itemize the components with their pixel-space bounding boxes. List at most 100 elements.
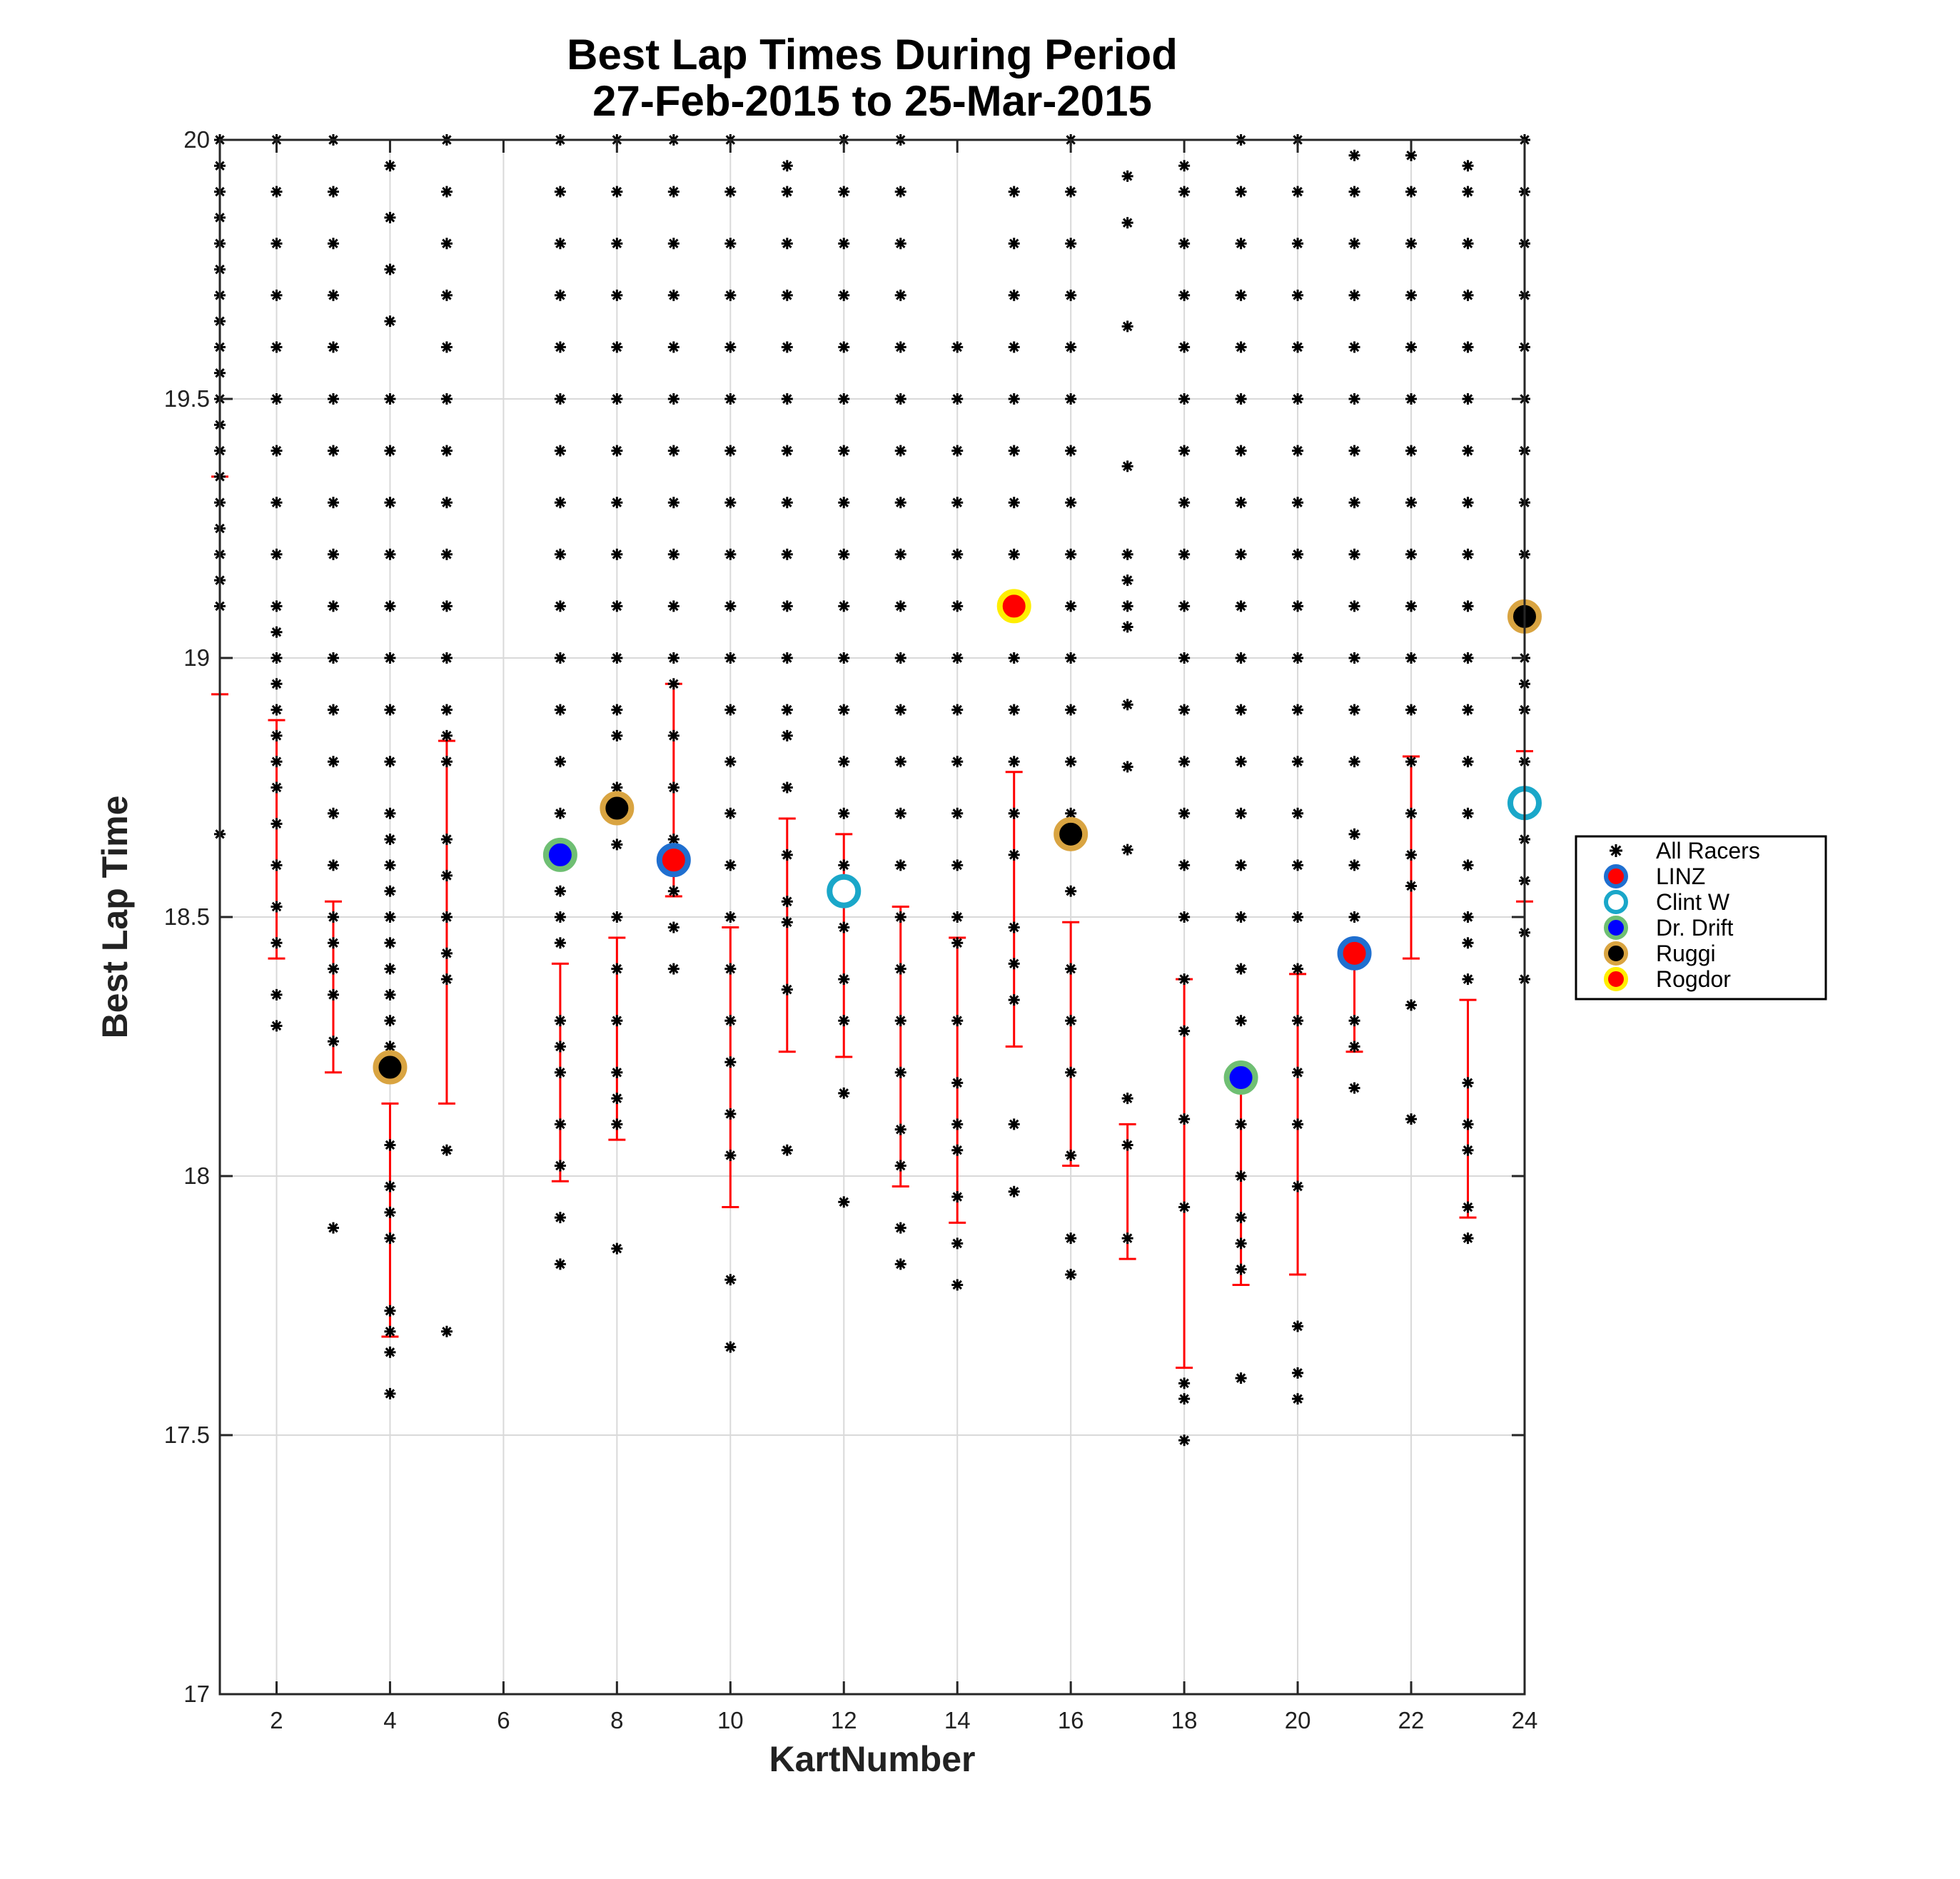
racer-point — [1462, 652, 1474, 664]
racer-point — [440, 834, 453, 846]
racer-point — [1121, 621, 1133, 633]
racer-point — [1065, 1066, 1077, 1078]
racer-point — [611, 839, 623, 851]
series-point-clint-w — [827, 873, 862, 908]
racer-point — [1462, 1118, 1474, 1130]
racer-point — [1405, 999, 1418, 1011]
racer-point — [611, 238, 623, 250]
racer-point — [1008, 958, 1020, 970]
y-tick-label: 20 — [183, 126, 210, 153]
legend-item: Rogdor — [1604, 966, 1731, 992]
racer-point — [327, 393, 339, 405]
x-tick-label: 22 — [1398, 1707, 1425, 1733]
racer-point — [1178, 1434, 1191, 1447]
racer-point — [1178, 289, 1191, 301]
racer-point — [1178, 341, 1191, 353]
racer-point — [384, 1180, 396, 1192]
racer-point — [781, 445, 793, 457]
racer-point — [1235, 289, 1247, 301]
racer-point — [1292, 1393, 1304, 1405]
series-marker — [600, 791, 635, 826]
racer-point — [1178, 704, 1191, 716]
racer-point — [1008, 445, 1020, 457]
racer-point — [554, 937, 566, 949]
racer-point — [1008, 652, 1020, 664]
racer-point — [838, 807, 850, 819]
racer-point — [724, 1108, 737, 1120]
series-point-ruggi — [373, 1050, 408, 1085]
series-point-rogdor — [996, 589, 1031, 624]
racer-point — [327, 445, 339, 457]
series-marker — [373, 1050, 408, 1085]
racer-point — [1235, 652, 1247, 664]
racer-point — [1178, 807, 1191, 819]
racer-point — [554, 1212, 566, 1224]
racer-point — [611, 1015, 623, 1027]
racer-point — [327, 238, 339, 250]
racer-point — [440, 1325, 453, 1337]
racer-point — [951, 756, 964, 768]
racer-point — [1178, 186, 1191, 198]
racer-point — [1065, 1232, 1077, 1245]
racer-point — [1405, 497, 1418, 509]
racer-point — [951, 497, 964, 509]
racer-point — [1065, 1015, 1077, 1027]
racer-point — [1462, 600, 1474, 612]
racer-point — [951, 652, 964, 664]
racer-point — [1462, 807, 1474, 819]
racer-point — [1462, 186, 1474, 198]
racer-point — [384, 885, 396, 897]
racer-point — [951, 393, 964, 405]
racer-point — [327, 704, 339, 716]
series-point-dr-drift — [1223, 1060, 1258, 1095]
racer-point — [1235, 1015, 1247, 1027]
racer-point — [1348, 149, 1360, 161]
racer-point — [1348, 600, 1360, 612]
legend-label: LINZ — [1656, 863, 1705, 889]
racer-point — [384, 834, 396, 846]
racer-point — [951, 937, 964, 949]
racer-point — [554, 885, 566, 897]
racer-point — [1121, 1093, 1133, 1105]
racer-point — [327, 859, 339, 871]
racer-point — [894, 1015, 906, 1027]
racer-point — [724, 859, 737, 871]
racer-point — [271, 289, 283, 301]
racer-point — [838, 704, 850, 716]
legend-marker — [1604, 890, 1628, 914]
racer-point — [951, 1118, 964, 1130]
racer-point — [838, 1015, 850, 1027]
racer-point — [781, 238, 793, 250]
x-tick-label: 20 — [1285, 1707, 1311, 1733]
racer-point — [1405, 289, 1418, 301]
racer-point — [440, 756, 453, 768]
racer-point — [1292, 1180, 1304, 1192]
racer-point — [1178, 1113, 1191, 1125]
racer-point — [1348, 704, 1360, 716]
racer-point — [271, 393, 283, 405]
racer-point — [611, 781, 623, 794]
racer-point — [440, 600, 453, 612]
racer-point — [554, 1160, 566, 1172]
racer-point — [1235, 341, 1247, 353]
racer-point — [951, 1077, 964, 1089]
racer-point — [554, 1118, 566, 1130]
racer-point — [1008, 1118, 1020, 1130]
racer-point — [384, 988, 396, 1001]
racer-point — [724, 1149, 737, 1161]
racer-point — [894, 1160, 906, 1172]
racer-point — [440, 393, 453, 405]
racer-point — [440, 947, 453, 959]
legend-label: Dr. Drift — [1656, 915, 1734, 941]
racer-point — [951, 1015, 964, 1027]
racer-point — [1178, 1377, 1191, 1389]
racer-point — [1178, 238, 1191, 250]
racer-point — [1065, 238, 1077, 250]
racer-point — [384, 1206, 396, 1218]
series-marker — [996, 589, 1031, 624]
racer-point — [271, 497, 283, 509]
racer-point — [951, 600, 964, 612]
racer-point — [894, 600, 906, 612]
racer-point — [1348, 445, 1360, 457]
